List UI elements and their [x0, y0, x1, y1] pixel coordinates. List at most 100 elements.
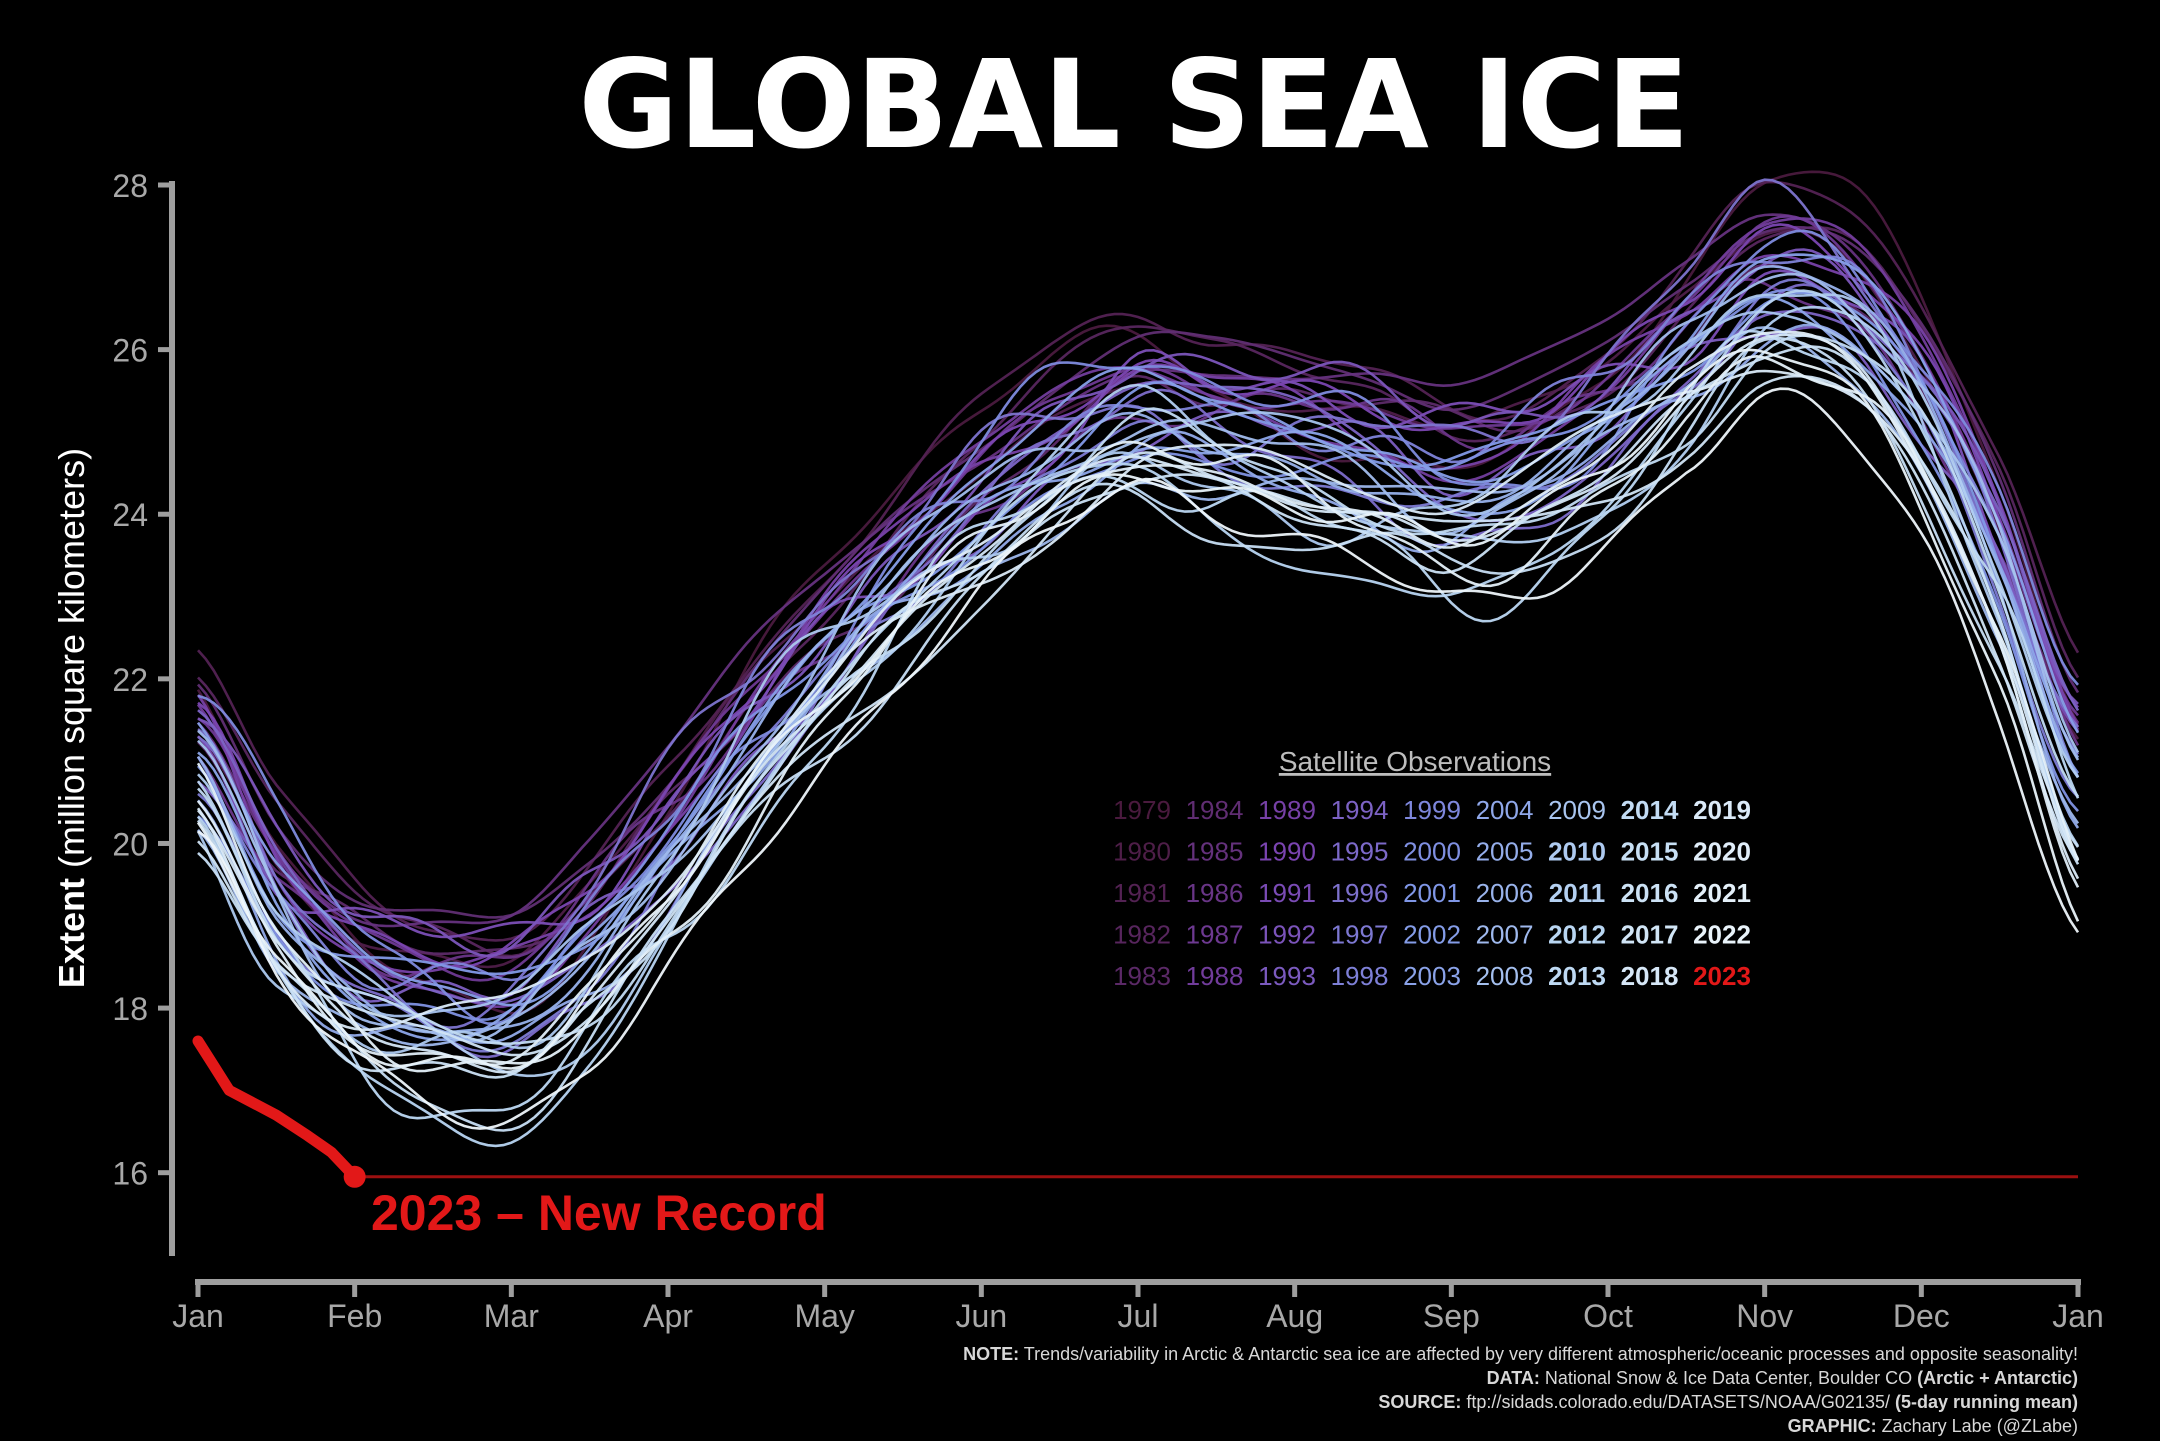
legend-year-1996: 1996: [1331, 878, 1389, 908]
legend-year-1980: 1980: [1113, 837, 1171, 867]
legend-year-1981: 1981: [1113, 878, 1171, 908]
year-line-2021: [196, 348, 2080, 1070]
legend-year-1999: 1999: [1403, 795, 1461, 825]
year-line-1981: [197, 180, 2080, 942]
legend-year-2022: 2022: [1693, 920, 1751, 950]
year-line-1986: [196, 278, 2080, 979]
x-tick-label: Nov: [1736, 1298, 1793, 1334]
legend-year-1995: 1995: [1331, 837, 1389, 867]
legend-year-2013: 2013: [1548, 961, 1606, 991]
legend-year-1992: 1992: [1258, 920, 1316, 950]
year-line-2022: [197, 387, 2080, 1130]
x-tick-label: Jul: [1118, 1298, 1159, 1334]
year-line-2019: [196, 330, 2080, 1067]
year-line-2004: [197, 323, 2080, 1044]
legend-year-1987: 1987: [1186, 920, 1244, 950]
legend-year-1991: 1991: [1258, 878, 1316, 908]
year-line-1992: [197, 248, 2079, 958]
legend-year-2003: 2003: [1403, 961, 1461, 991]
footer-data: DATA: National Snow & Ice Data Center, B…: [1487, 1368, 2078, 1388]
x-tick-label: Mar: [484, 1298, 539, 1334]
legend-year-2009: 2009: [1548, 795, 1606, 825]
x-tick-label: Sep: [1423, 1298, 1480, 1334]
legend-year-2015: 2015: [1621, 837, 1679, 867]
x-tick-label: May: [794, 1298, 854, 1334]
legend-year-2016: 2016: [1621, 878, 1679, 908]
legend-year-2000: 2000: [1403, 837, 1461, 867]
svg-text:Extent (million square kilomet: Extent (million square kilometers): [51, 448, 92, 988]
legend-year-2014: 2014: [1621, 795, 1679, 825]
legend-year-1984: 1984: [1186, 795, 1244, 825]
year-line-2017: [196, 333, 2080, 1074]
y-axis-label-rest: (million square kilometers): [51, 448, 92, 878]
year-line-2008: [197, 310, 2080, 1018]
y-tick-label: 20: [112, 826, 148, 862]
legend-year-1994: 1994: [1331, 795, 1389, 825]
legend-year-2017: 2017: [1621, 920, 1679, 950]
legend-year-1998: 1998: [1331, 961, 1389, 991]
x-tick-label: Oct: [1583, 1298, 1633, 1334]
year-line-2002: [196, 253, 2080, 1007]
legend-year-2004: 2004: [1476, 795, 1534, 825]
x-tick-label: Apr: [643, 1298, 693, 1334]
y-axis-label: Extent (million square kilometers): [51, 448, 92, 988]
year-line-2023: [192, 1035, 361, 1183]
y-tick-label: 22: [112, 662, 148, 698]
legend-year-1986: 1986: [1186, 878, 1244, 908]
year-line-2007: [197, 272, 2080, 1043]
year-lines: [196, 170, 2080, 1148]
legend-year-1997: 1997: [1331, 920, 1389, 950]
y-tick-label: 28: [112, 168, 148, 204]
x-tick-label: Jan: [2052, 1298, 2104, 1334]
record-annotation: 2023 – New Record: [371, 1185, 827, 1241]
y-tick-label: 26: [112, 333, 148, 369]
year-line-2005: [196, 264, 2080, 1034]
year-line-1991: [197, 269, 2080, 939]
year-line-2003: [197, 295, 2080, 1042]
legend-year-2018: 2018: [1621, 961, 1679, 991]
legend: 1979 1980 1981 1982 1983 1984 1985 1986 1987 1988…: [1113, 795, 1751, 991]
year-line-2016: [197, 374, 2080, 1057]
year-line-2000: [197, 288, 2079, 1022]
legend-year-1989: 1989: [1258, 795, 1316, 825]
legend-year-2002: 2002: [1403, 920, 1461, 950]
legend-year-2021: 2021: [1693, 878, 1751, 908]
chart-title: GLOBAL SEA ICE: [578, 34, 1689, 176]
footer-note: NOTE: Trends/variability in Arctic & Ant…: [963, 1344, 2078, 1364]
legend-year-2019: 2019: [1693, 795, 1751, 825]
legend-year-1985: 1985: [1186, 837, 1244, 867]
legend-year-2011: 2011: [1549, 878, 1605, 908]
legend-year-2007: 2007: [1476, 920, 1534, 950]
legend-year-2020: 2020: [1693, 837, 1751, 867]
legend-year-2001: 2001: [1403, 878, 1461, 908]
year-line-1999: [197, 229, 2079, 1025]
y-tick-label: 16: [112, 1156, 148, 1192]
legend-year-1982: 1982: [1113, 920, 1171, 950]
footer-graphic: GRAPHIC: Zachary Labe (@ZLabe): [1788, 1416, 2078, 1436]
x-tick-label: Jun: [956, 1298, 1008, 1334]
legend-year-1990: 1990: [1258, 837, 1316, 867]
legend-year-1988: 1988: [1186, 961, 1244, 991]
x-tick-label: Jan: [172, 1298, 224, 1334]
x-tick-label: Aug: [1266, 1298, 1323, 1334]
footer-notes: NOTE: Trends/variability in Arctic & Ant…: [963, 1344, 2078, 1436]
x-tick-label: Dec: [1893, 1298, 1950, 1334]
year-line-2020: [196, 354, 2080, 1073]
year-line-1998: [196, 255, 2080, 991]
x-tick-label: Feb: [327, 1298, 382, 1334]
legend-year-2008: 2008: [1476, 961, 1534, 991]
y-axis-label-bold: Extent: [51, 878, 92, 988]
record-point-2023: [343, 1165, 366, 1188]
record-2023: [192, 1035, 2078, 1188]
legend-year-2006: 2006: [1476, 878, 1534, 908]
legend-year-2010: 2010: [1548, 837, 1606, 867]
footer-source: SOURCE: ftp://sidads.colorado.edu/DATASE…: [1378, 1392, 2078, 1412]
legend-year-1993: 1993: [1258, 961, 1316, 991]
y-tick-label: 18: [112, 991, 148, 1027]
year-line-1982: [197, 226, 2080, 958]
legend-year-2005: 2005: [1476, 837, 1534, 867]
year-line-1990: [197, 223, 2080, 969]
year-line-2018: [196, 369, 2080, 1032]
